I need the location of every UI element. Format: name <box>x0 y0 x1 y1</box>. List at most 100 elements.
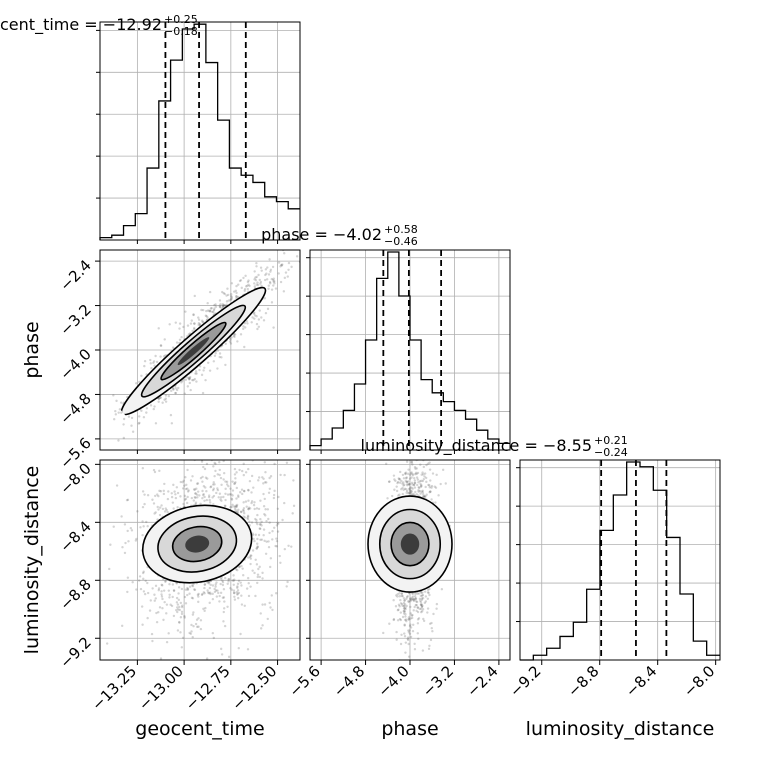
sample-point <box>157 327 160 330</box>
sample-point <box>199 619 203 622</box>
sample-point <box>184 476 187 479</box>
sample-point <box>231 579 234 582</box>
sample-point <box>192 378 195 382</box>
sample-point <box>397 608 400 611</box>
sample-point <box>410 490 414 493</box>
y-tick-label: −4.0 <box>56 345 94 383</box>
sample-point <box>417 486 420 489</box>
sample-point <box>216 589 219 592</box>
sample-point <box>395 630 398 634</box>
sample-point <box>407 631 411 634</box>
sample-point <box>245 505 248 508</box>
sample-point <box>146 494 150 497</box>
sample-point <box>404 418 406 420</box>
x-tick-label: −2.4 <box>463 662 501 700</box>
sample-point <box>195 482 199 485</box>
sample-point <box>263 461 266 464</box>
sample-point <box>285 461 289 464</box>
sample-point <box>400 633 403 636</box>
sample-point <box>279 561 282 564</box>
sample-point <box>255 265 258 268</box>
sample-point <box>127 415 131 418</box>
sample-point <box>250 501 253 505</box>
sample-point <box>190 623 193 627</box>
sample-point <box>265 540 268 543</box>
sample-point <box>201 475 204 479</box>
sample-point <box>126 529 129 533</box>
sample-point <box>213 307 216 310</box>
sample-point <box>409 472 413 475</box>
sample-point <box>409 597 412 600</box>
sample-point <box>394 456 396 458</box>
title-lower-error: −0.24 <box>594 446 628 459</box>
sample-point <box>262 455 264 457</box>
sample-point <box>422 617 425 621</box>
sample-point <box>236 568 239 572</box>
y-tick-label: −4.8 <box>56 390 94 428</box>
sample-point <box>204 606 207 610</box>
sample-point <box>146 524 149 528</box>
sample-point <box>120 624 124 628</box>
sample-point <box>264 268 268 271</box>
sample-point <box>232 589 236 592</box>
sample-point <box>406 638 410 642</box>
sample-point <box>137 422 141 425</box>
sample-point <box>146 616 149 620</box>
sample-point <box>411 592 415 595</box>
sample-point <box>254 276 257 279</box>
sample-point <box>428 461 431 464</box>
sample-point <box>180 646 184 649</box>
sample-point <box>403 610 407 613</box>
sample-point <box>238 279 242 283</box>
sample-point <box>260 269 263 272</box>
sample-point <box>234 568 238 571</box>
sample-point <box>157 397 161 401</box>
sample-point <box>422 473 425 476</box>
sample-point <box>259 527 262 530</box>
sample-point <box>237 494 240 497</box>
sample-point <box>409 623 412 626</box>
sample-point <box>207 592 211 595</box>
sample-point <box>195 455 197 457</box>
sample-point <box>265 481 268 484</box>
sample-point <box>407 600 410 604</box>
sample-point <box>154 422 158 425</box>
sample-point <box>417 637 420 641</box>
sample-point <box>197 318 201 321</box>
sample-point <box>239 581 242 584</box>
sample-point <box>206 477 209 480</box>
sample-point <box>397 477 400 480</box>
panel-frame <box>99 21 301 241</box>
sample-point <box>235 509 238 512</box>
sample-point <box>180 612 184 616</box>
sample-point <box>244 274 247 278</box>
x-tick-label: −8.8 <box>564 662 602 700</box>
sample-point <box>252 486 255 489</box>
sample-point <box>158 469 161 473</box>
sample-point <box>420 605 424 608</box>
sample-point <box>243 345 246 349</box>
sample-point <box>396 619 400 622</box>
sample-point <box>229 505 232 509</box>
sample-point <box>202 591 206 594</box>
sample-point <box>413 479 417 482</box>
sample-point <box>392 599 395 602</box>
sample-point <box>204 444 206 446</box>
sample-point <box>229 587 232 590</box>
sample-point <box>183 498 187 501</box>
x-tick-label: −13.25 <box>88 662 140 714</box>
sample-point <box>276 530 280 533</box>
sample-point <box>186 324 190 327</box>
sample-point <box>164 397 167 400</box>
sample-point <box>162 618 165 622</box>
sample-point <box>239 444 241 446</box>
sample-point <box>415 472 418 476</box>
sample-point <box>253 282 256 285</box>
sample-point <box>303 534 305 536</box>
y-tick-label: −9.2 <box>56 633 94 671</box>
sample-point <box>157 400 160 403</box>
sample-point <box>235 284 238 288</box>
sample-point <box>301 493 303 495</box>
sample-point <box>185 483 188 487</box>
sample-point <box>213 413 215 415</box>
